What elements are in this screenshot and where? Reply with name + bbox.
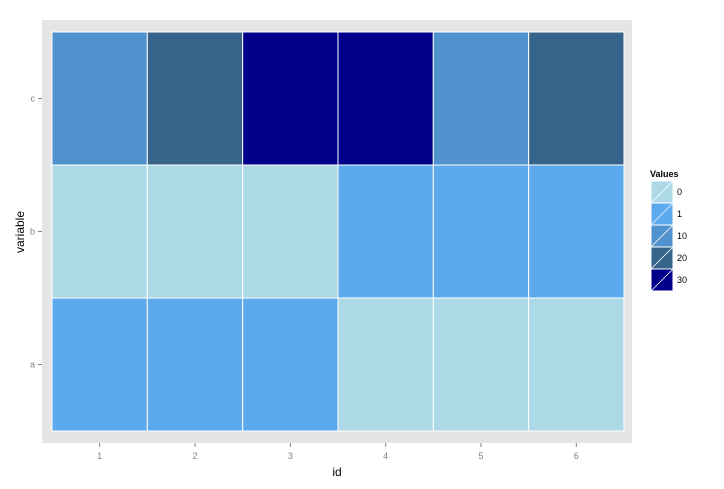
heatmap-cell-a-4 — [337, 297, 434, 432]
heatmap-cell-c-4 — [337, 31, 434, 166]
legend: Values 0 1 10 20 30 — [650, 169, 687, 292]
heatmap-cell-c-3 — [242, 31, 339, 166]
heatmap-cell-b-6 — [528, 164, 625, 299]
heatmap-cells — [51, 31, 625, 432]
legend-key-slash — [650, 224, 674, 248]
legend-label: 10 — [677, 231, 687, 241]
x-tick-label: 4 — [383, 451, 388, 461]
y-axis-ticks: c b a — [30, 94, 42, 370]
x-axis-title: id — [332, 465, 341, 479]
legend-key-slash — [650, 202, 674, 226]
legend-label: 30 — [677, 275, 687, 285]
heatmap-cell-a-3 — [242, 297, 339, 432]
heatmap-cell-a-1 — [51, 297, 148, 432]
heatmap-cell-a-6 — [528, 297, 625, 432]
x-tick-label: 2 — [192, 451, 197, 461]
x-tick-label: 5 — [478, 451, 483, 461]
heatmap-cell-b-1 — [51, 164, 148, 299]
heatmap-cell-c-2 — [146, 31, 244, 166]
heatmap-cell-c-5 — [432, 31, 530, 166]
heatmap-cell-b-5 — [432, 164, 530, 299]
heatmap-cell-c-6 — [528, 31, 625, 166]
heatmap-cell-b-4 — [337, 164, 434, 299]
y-tick-label: c — [31, 94, 36, 104]
legend-title: Values — [650, 169, 679, 179]
heatmap-cell-b-2 — [146, 164, 244, 299]
legend-label: 1 — [677, 209, 682, 219]
x-tick-label: 1 — [97, 451, 102, 461]
legend-label: 20 — [677, 253, 687, 263]
y-tick-label: a — [30, 360, 35, 370]
legend-label: 0 — [677, 187, 682, 197]
heatmap-cell-b-3 — [242, 164, 339, 299]
x-tick-label: 3 — [288, 451, 293, 461]
x-tick-label: 6 — [574, 451, 579, 461]
legend-key-slash — [650, 268, 674, 292]
heatmap-cell-a-2 — [146, 297, 244, 432]
x-axis-ticks: 1 2 3 4 5 6 — [97, 443, 579, 461]
heatmap-cell-a-5 — [432, 297, 530, 432]
y-axis-title: variable — [13, 211, 27, 253]
legend-key-slash — [650, 180, 674, 204]
legend-key-slash — [650, 246, 674, 270]
heatmap-cell-c-1 — [51, 31, 148, 166]
y-tick-label: b — [30, 227, 35, 237]
